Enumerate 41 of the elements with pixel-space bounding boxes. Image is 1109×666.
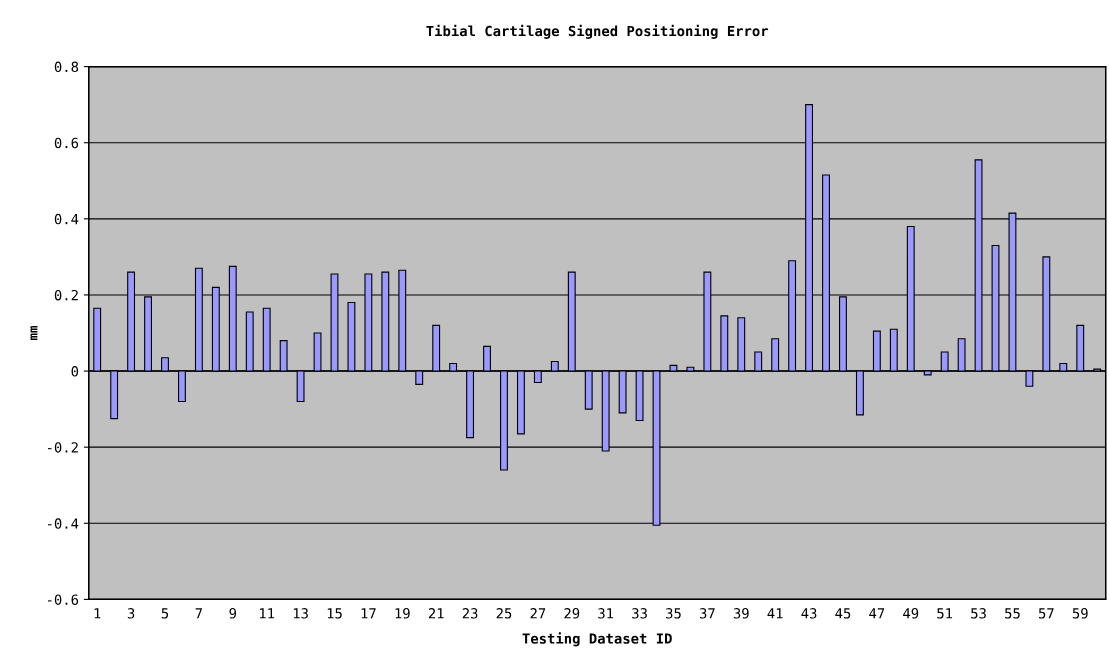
x-tick-label: 31: [598, 608, 614, 619]
x-tick-label: 43: [801, 608, 817, 619]
x-tick-label: 59: [1072, 608, 1088, 619]
x-tick-label: 1: [94, 608, 101, 619]
x-tick-label: 57: [1038, 608, 1054, 619]
x-tick-label: 19: [395, 608, 410, 619]
x-tick-label: 55: [1005, 608, 1020, 619]
x-tick-label: 51: [937, 608, 953, 619]
y-tick-label: 0.2: [54, 289, 78, 301]
x-tick-label: 5: [161, 608, 169, 619]
x-tick-label: 9: [229, 608, 237, 619]
x-tick-label: 53: [971, 608, 986, 619]
x-tick-label: 35: [666, 608, 681, 619]
x-tick-label: 3: [127, 608, 135, 619]
chart-title: Tibial Cartilage Signed Positioning Error: [426, 24, 769, 39]
x-tick-label: 25: [496, 608, 512, 619]
y-tick-label: -0.4: [47, 518, 79, 529]
x-axis-title: Testing Dataset ID: [522, 632, 672, 647]
x-tick-label: 21: [428, 608, 444, 619]
x-tick-label: 7: [195, 608, 203, 619]
x-tick-label: 27: [530, 608, 546, 619]
x-tick-label: 23: [462, 608, 478, 619]
x-tick-label: 17: [361, 608, 376, 619]
y-tick-label: -0.6: [47, 594, 79, 605]
x-tick-label: 41: [767, 608, 783, 619]
x-tick-label: 47: [869, 608, 885, 619]
x-tick-label: 13: [293, 608, 308, 619]
y-tick-label: 0.4: [54, 213, 79, 225]
x-tick-label: 49: [903, 608, 919, 619]
y-tick-label: 0.6: [54, 137, 79, 149]
x-tick-label: 11: [259, 608, 275, 619]
y-tick-label: 0: [71, 366, 79, 377]
x-tick-label: 39: [733, 608, 749, 619]
y-tick-label: 0.8: [54, 61, 79, 73]
x-tick-label: 33: [632, 608, 647, 619]
y-tick-label: -0.2: [47, 442, 78, 453]
x-tick-label: 29: [564, 608, 580, 619]
x-tick-label: 45: [835, 608, 851, 619]
x-tick-label: 15: [327, 608, 342, 619]
y-axis-title: mm: [30, 325, 38, 341]
x-tick-label: 37: [699, 608, 715, 619]
